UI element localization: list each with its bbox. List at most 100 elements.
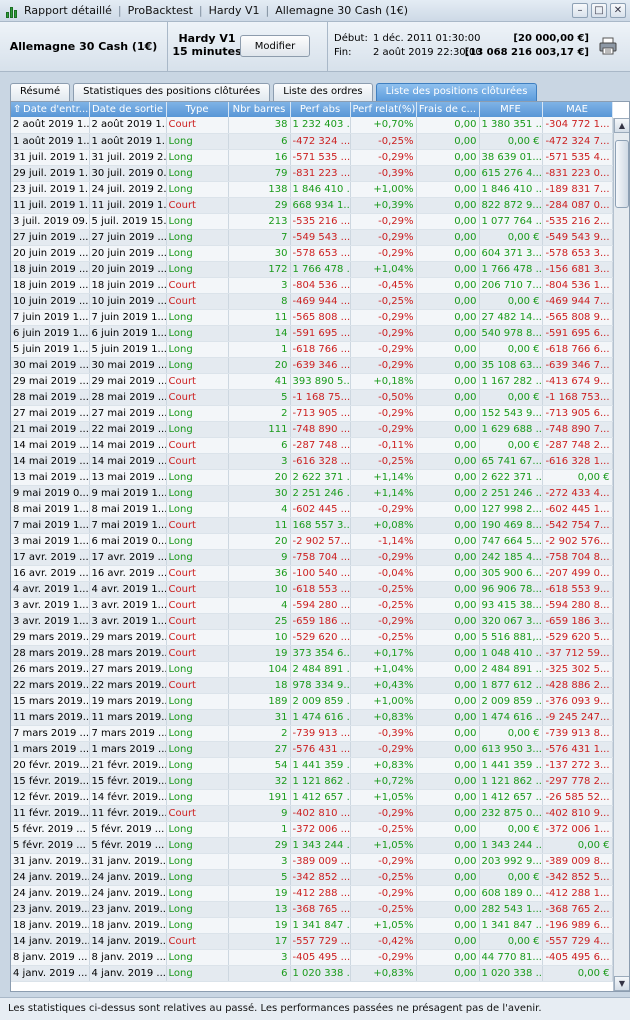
table-row[interactable]: 14 mai 2019 ... 14 mai 2019 ... Court 6 -287…: [11, 437, 613, 454]
tab-0[interactable]: Résumé: [10, 83, 71, 101]
table-row[interactable]: 24 janv. 2019... 24 janv. 2019... Long 19 -4…: [11, 885, 613, 902]
table-row[interactable]: 6 juin 2019 1... 6 juin 2019 1... Long 14 -5…: [11, 325, 613, 342]
tab-2[interactable]: Liste des ordres: [273, 83, 373, 101]
cell-perf-abs: -535 216 ...: [290, 213, 351, 230]
table-row[interactable]: 28 mars 2019... 28 mars 2019... Court 19 373…: [11, 645, 613, 662]
cell-entry-date: 23 juil. 2019 1...: [11, 181, 90, 198]
cell-exit-date: 6 juin 2019 1...: [89, 325, 167, 342]
vertical-scrollbar[interactable]: ▲ ▼: [613, 118, 629, 991]
table-row[interactable]: 23 janv. 2019... 23 janv. 2019... Long 13 -3…: [11, 901, 613, 918]
cell-type: Long: [166, 757, 229, 774]
cell-mfe: 1 020 338 ...: [479, 965, 543, 982]
cell-perf-abs: -549 543 ...: [290, 229, 351, 246]
table-row[interactable]: 23 juil. 2019 1... 24 juil. 2019 2... Long…: [11, 181, 613, 198]
cell-exit-date: 13 mai 2019 ...: [89, 469, 167, 486]
table-row[interactable]: 3 juil. 2019 09... 5 juil. 2019 15... Long…: [11, 213, 613, 230]
table-row[interactable]: 13 mai 2019 ... 13 mai 2019 ... Long 20 2 62…: [11, 469, 613, 486]
cell-entry-date: 1 août 2019 1...: [11, 133, 90, 150]
column-header-bar-count[interactable]: Nbr barres: [228, 102, 291, 117]
cell-exit-date: 3 avr. 2019 1...: [89, 613, 167, 630]
table-row[interactable]: 3 mai 2019 1... 6 mai 2019 0... Long 20 -2 9…: [11, 533, 613, 550]
table-row[interactable]: 27 mai 2019 ... 27 mai 2019 ... Long 2 -713 …: [11, 405, 613, 422]
column-header-exit-date[interactable]: Date de sortie: [89, 102, 167, 117]
table-row[interactable]: 9 mai 2019 0... 9 mai 2019 1... Long 30 2 25…: [11, 485, 613, 502]
table-row[interactable]: 24 janv. 2019... 24 janv. 2019... Long 5 -34…: [11, 869, 613, 886]
table-row[interactable]: 18 juin 2019 ... 18 juin 2019 ... Court 3 -8…: [11, 277, 613, 294]
table-row[interactable]: 29 mai 2019 ... 29 mai 2019 ... Court 41 393…: [11, 373, 613, 390]
table-row[interactable]: 15 févr. 2019... 15 févr. 2019... Long 32 1 …: [11, 773, 613, 790]
table-row[interactable]: 11 févr. 2019... 11 févr. 2019... Court 9 -4…: [11, 805, 613, 822]
table-row[interactable]: 27 juin 2019 ... 27 juin 2019 ... Long 7 -54…: [11, 229, 613, 246]
modify-button[interactable]: Modifier: [240, 35, 310, 57]
table-row[interactable]: 2 août 2019 1... 2 août 2019 1... Court 38 1…: [11, 117, 613, 134]
table-row[interactable]: 11 mars 2019... 11 mars 2019... Long 31 1 47…: [11, 709, 613, 726]
table-row[interactable]: 29 juil. 2019 1... 30 juil. 2019 0... Long…: [11, 165, 613, 182]
column-header-perf-abs[interactable]: Perf abs: [290, 102, 351, 117]
table-row[interactable]: 3 avr. 2019 1... 3 avr. 2019 1... Court 25-…: [11, 613, 613, 630]
table-row[interactable]: 4 janv. 2019 ... 4 janv. 2019 ... Long 6 1 0…: [11, 965, 613, 982]
table-row[interactable]: 3 avr. 2019 1... 3 avr. 2019 1... Court 4 -5…: [11, 597, 613, 614]
table-row[interactable]: 5 févr. 2019 ... 5 févr. 2019 ... Long 29 1 …: [11, 837, 613, 854]
cell-type: Long: [166, 245, 229, 262]
table-row[interactable]: 15 mars 2019... 19 mars 2019... Long 189 2 0…: [11, 693, 613, 710]
table-row[interactable]: 8 mai 2019 1... 8 mai 2019 1... Long 4 -602 …: [11, 501, 613, 518]
cell-bar-count: 14: [228, 325, 291, 342]
table-row[interactable]: 5 juin 2019 1... 5 juin 2019 1... Long 1 -61…: [11, 341, 613, 358]
table-row[interactable]: 12 févr. 2019... 14 févr. 2019... Long 191 1…: [11, 789, 613, 806]
tab-3[interactable]: Liste des positions clôturées: [375, 83, 538, 101]
table-row[interactable]: 1 mars 2019 ... 1 mars 2019 ... Long 27 -576…: [11, 741, 613, 758]
table-row[interactable]: 14 janv. 2019... 14 janv. 2019... Court 17-…: [11, 933, 613, 950]
close-button[interactable]: ✕: [610, 3, 626, 18]
table-row[interactable]: 20 juin 2019 ... 20 juin 2019 ... Long 30 -5…: [11, 245, 613, 262]
cell-entry-date: 12 févr. 2019...: [11, 789, 90, 806]
cell-entry-date: 7 juin 2019 1...: [11, 309, 90, 326]
table-row[interactable]: 7 mars 2019 ... 7 mars 2019 ... Long 2 -739 …: [11, 725, 613, 742]
table-row[interactable]: 11 juil. 2019 1... 11 juil. 2019 1... Cour…: [11, 197, 613, 214]
table-row[interactable]: 31 janv. 2019... 31 janv. 2019... Long 3 -38…: [11, 853, 613, 870]
table-row[interactable]: 30 mai 2019 ... 30 mai 2019 ... Long 20 -639…: [11, 357, 613, 374]
minimize-button[interactable]: –: [572, 3, 588, 18]
column-header-perf-rel[interactable]: Perf relat(%): [350, 102, 417, 117]
table-row[interactable]: 7 mai 2019 1... 7 mai 2019 1... Court 11 168…: [11, 517, 613, 534]
cell-mfe: 540 978 8...: [479, 325, 543, 342]
column-header-entry-date[interactable]: ⇧ Date d'entr...: [11, 102, 90, 117]
table-row[interactable]: 5 févr. 2019 ... 5 févr. 2019 ... Long 1 -37…: [11, 821, 613, 838]
table-row[interactable]: 17 avr. 2019 ... 17 avr. 2019 ... Long 9 -75…: [11, 549, 613, 566]
cell-perf-rel: +1,00%: [350, 181, 417, 198]
printer-icon[interactable]: [598, 36, 618, 56]
scrollbar-thumb[interactable]: [615, 140, 629, 208]
start-label: Début:: [334, 33, 368, 44]
table-row[interactable]: 14 mai 2019 ... 14 mai 2019 ... Court 3 -616…: [11, 453, 613, 470]
tab-1[interactable]: Statistiques des positions clôturées: [73, 83, 271, 101]
table-row[interactable]: 16 avr. 2019 ... 16 avr. 2019 ... Court 36-…: [11, 565, 613, 582]
cell-fees: 0,00: [416, 693, 480, 710]
table-row[interactable]: 22 mars 2019... 22 mars 2019... Court 18 978…: [11, 677, 613, 694]
cell-perf-abs: -405 495 ...: [290, 949, 351, 966]
column-header-fees[interactable]: Frais de c...: [416, 102, 480, 117]
maximize-button[interactable]: □: [591, 3, 607, 18]
cell-exit-date: 17 avr. 2019 ...: [89, 549, 167, 566]
scroll-down-button[interactable]: ▼: [614, 976, 629, 991]
scroll-up-button[interactable]: ▲: [614, 118, 629, 133]
start-date: 1 déc. 2011 01:30:00: [373, 33, 481, 44]
cell-perf-rel: -0,25%: [350, 629, 417, 646]
cell-perf-rel: -0,25%: [350, 133, 417, 150]
table-row[interactable]: 1 août 2019 1... 1 août 2019 1... Long 6 -47…: [11, 133, 613, 150]
table-row[interactable]: 18 juin 2019 ... 20 juin 2019 ... Long 172 1…: [11, 261, 613, 278]
cell-mfe: 822 872 9...: [479, 197, 543, 214]
table-row[interactable]: 4 avr. 2019 1... 4 avr. 2019 1... Court 10-…: [11, 581, 613, 598]
table-row[interactable]: 7 juin 2019 1... 7 juin 2019 1... Long 11 -5…: [11, 309, 613, 326]
table-row[interactable]: 20 févr. 2019... 21 févr. 2019... Long 54 1 …: [11, 757, 613, 774]
table-row[interactable]: 26 mars 2019... 27 mars 2019... Long 104 2 4…: [11, 661, 613, 678]
column-header-mae[interactable]: MAE: [542, 102, 613, 117]
column-header-mfe[interactable]: MFE: [479, 102, 543, 117]
table-row[interactable]: 21 mai 2019 ... 22 mai 2019 ... Long 111 -74…: [11, 421, 613, 438]
table-row[interactable]: 29 mars 2019... 29 mars 2019... Court 10 -52…: [11, 629, 613, 646]
table-row[interactable]: 10 juin 2019 ... 10 juin 2019 ... Court 8 -4…: [11, 293, 613, 310]
cell-mfe: 282 543 1...: [479, 901, 543, 918]
table-row[interactable]: 31 juil. 2019 1... 31 juil. 2019 2... Long…: [11, 149, 613, 166]
table-row[interactable]: 8 janv. 2019 ... 8 janv. 2019 ... Long 3 -40…: [11, 949, 613, 966]
table-row[interactable]: 18 janv. 2019... 18 janv. 2019... Long 19 1 …: [11, 917, 613, 934]
column-header-type[interactable]: Type: [166, 102, 229, 117]
table-row[interactable]: 28 mai 2019 ... 28 mai 2019 ... Court 5 -1 1…: [11, 389, 613, 406]
